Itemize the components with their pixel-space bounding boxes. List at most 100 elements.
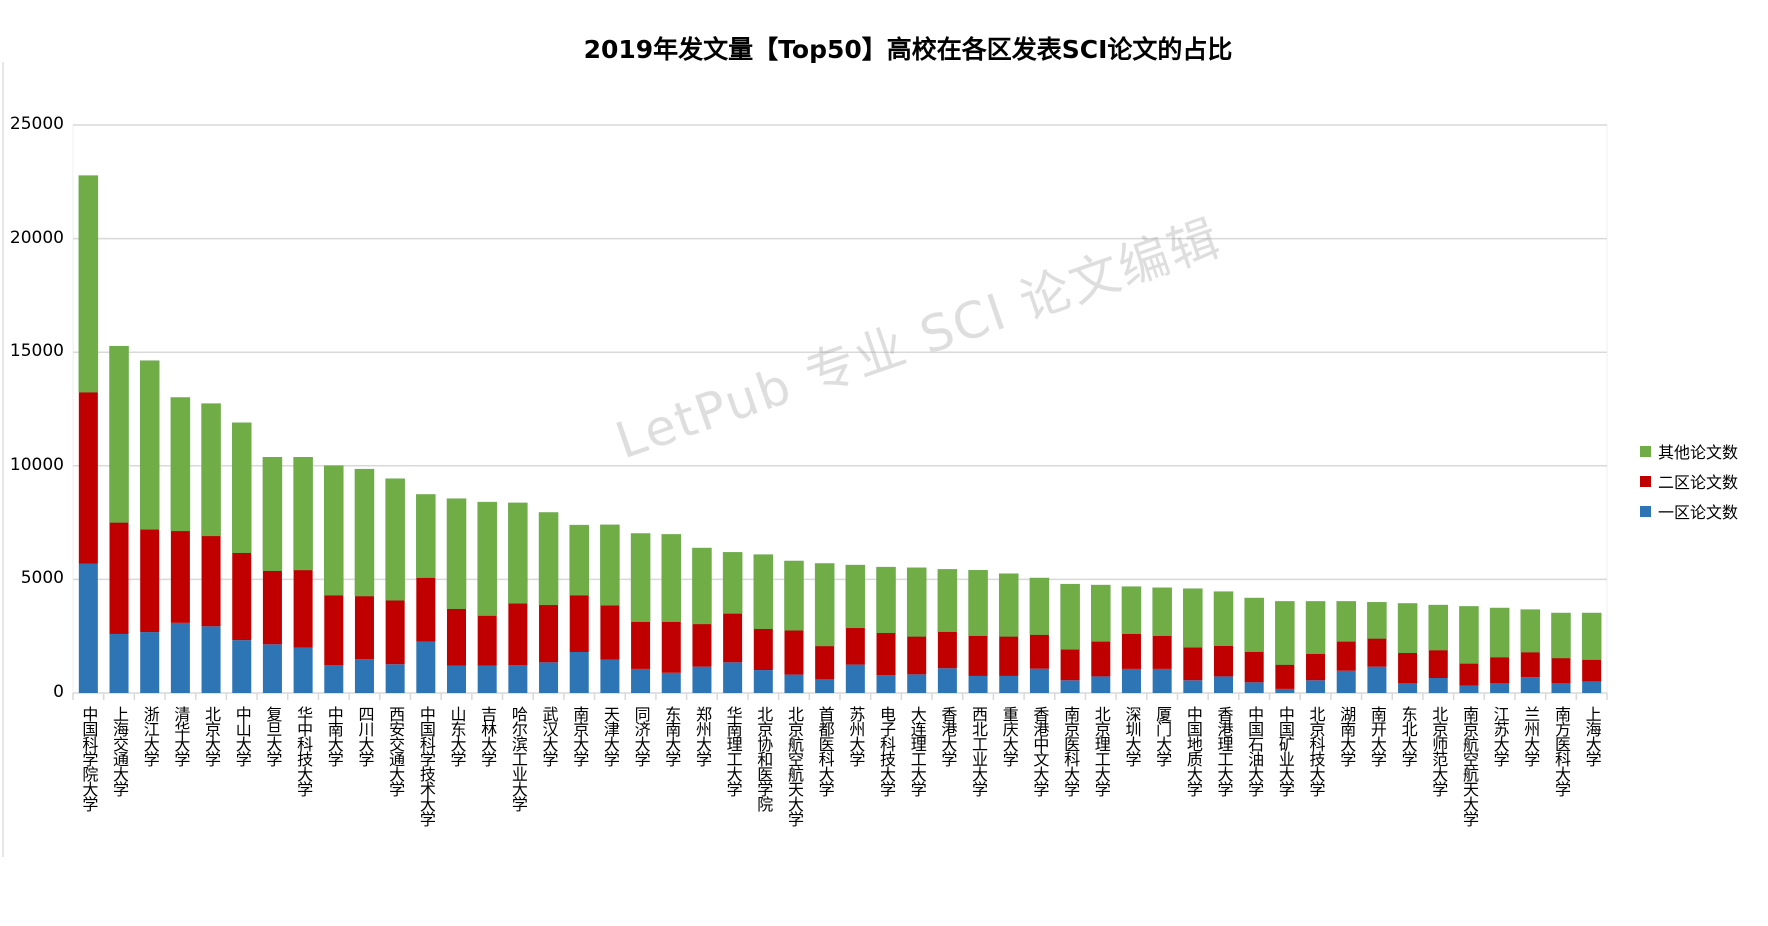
bar-segment-other — [876, 566, 896, 634]
category-label: 电子科技大学 — [877, 706, 897, 796]
bar-segment-q1 — [354, 659, 374, 693]
category-label: 苏州大学 — [846, 706, 866, 766]
bar-segment-q2 — [416, 577, 436, 642]
y-tick-label: 5000 — [20, 568, 64, 589]
bar-segment-q1 — [845, 664, 865, 693]
category-label: 重庆大学 — [999, 706, 1019, 766]
category-label: 湖南大学 — [1337, 706, 1357, 766]
bar-segment-q1 — [446, 665, 467, 693]
bar-segment-q2 — [1060, 649, 1080, 681]
bar-segment-other — [1367, 602, 1387, 639]
bar-segment-q1 — [1152, 668, 1172, 693]
bar-segment-q1 — [999, 675, 1019, 693]
bar-segment-other — [1029, 577, 1050, 635]
bar-segment-other — [1183, 588, 1203, 648]
bar-segment-other — [1336, 601, 1356, 642]
category-label: 山东大学 — [447, 706, 467, 766]
category-label: 吉林大学 — [478, 706, 498, 766]
bar-segment-q2 — [385, 600, 405, 665]
bar-segment-q1 — [109, 633, 129, 693]
bar-segment-q2 — [1152, 635, 1172, 669]
bar-segment-q1 — [1428, 678, 1448, 693]
bar-segment-q2 — [201, 535, 221, 627]
category-label: 深圳大学 — [1122, 706, 1142, 766]
bar-segment-q1 — [1459, 685, 1479, 693]
bar-segment-q2 — [1275, 664, 1295, 689]
bar-segment-other — [201, 403, 221, 537]
bar-segment-other — [78, 175, 99, 393]
bar-segment-q1 — [1244, 682, 1264, 693]
bar-segment-other — [1397, 603, 1418, 654]
bar-segment-q2 — [354, 596, 374, 660]
category-label: 北京科技大学 — [1306, 706, 1326, 796]
category-label: 中山大学 — [232, 706, 252, 766]
y-tick-label: 25000 — [9, 114, 64, 134]
bar-segment-other — [477, 501, 497, 616]
bar-segment-q2 — [170, 530, 190, 623]
legend-label: 二区论文数 — [1658, 473, 1739, 492]
legend-item-q1: 一区论文数 — [1640, 496, 1738, 526]
bar-segment-q1 — [1183, 680, 1203, 693]
bar-segment-q2 — [907, 636, 927, 675]
bar-segment-other — [1459, 606, 1479, 664]
category-label: 北京理工大学 — [1091, 706, 1111, 796]
bar-segment-q1 — [140, 632, 160, 693]
bar-segment-q2 — [109, 522, 129, 634]
bar-segment-q1 — [1275, 688, 1295, 693]
category-label: 哈尔滨工业大学 — [508, 706, 528, 811]
bar-segment-other — [1060, 583, 1080, 650]
bar-segment-q1 — [78, 563, 98, 693]
category-label: 南京大学 — [570, 706, 590, 766]
bar-segment-q2 — [446, 608, 467, 666]
bar-segment-q1 — [723, 662, 743, 693]
category-label: 清华大学 — [171, 706, 191, 766]
bar-segment-q1 — [784, 674, 804, 693]
bar-segment-q2 — [692, 623, 712, 667]
legend-swatch-q1 — [1640, 505, 1651, 517]
bar-segment-q1 — [324, 665, 344, 693]
bar-segment-q1 — [1551, 683, 1571, 693]
bar-segment-other — [753, 554, 774, 629]
y-tick-label: 15000 — [9, 341, 64, 362]
bar-segment-q1 — [661, 672, 681, 693]
category-label: 南京医科大学 — [1061, 706, 1081, 796]
category-label: 香港大学 — [938, 706, 958, 766]
bar-segment-q2 — [600, 605, 620, 660]
bar-segment-other — [416, 494, 436, 578]
bar-segment-q1 — [907, 674, 927, 693]
category-label: 北京协和医学院 — [754, 706, 774, 811]
category-label: 同济大学 — [631, 706, 651, 766]
category-label: 浙江大学 — [140, 706, 160, 766]
bar-segment-q1 — [937, 668, 957, 693]
category-label: 复旦大学 — [263, 706, 283, 766]
category-label: 中国科学技术大学 — [416, 706, 436, 826]
bar-segment-other — [845, 564, 866, 629]
bar-segment-q1 — [170, 622, 190, 693]
bar-segment-q2 — [1398, 652, 1418, 684]
bar-segment-other — [814, 563, 835, 647]
bar-segment-q2 — [1459, 663, 1479, 686]
bar-segment-other — [324, 465, 344, 596]
bar-segment-q1 — [416, 641, 436, 693]
category-label: 四川大学 — [355, 706, 375, 766]
bar-segment-other — [661, 534, 682, 622]
category-label: 兰州大学 — [1521, 706, 1541, 766]
bar-segment-q2 — [569, 595, 589, 652]
bar-segment-q2 — [140, 529, 160, 633]
bar-segment-other — [1428, 604, 1449, 651]
bar-segment-q1 — [815, 679, 835, 693]
category-label: 香港中文大学 — [1030, 706, 1050, 796]
bar-segment-q1 — [876, 675, 896, 693]
category-label: 上海交通大学 — [110, 706, 130, 796]
bar-segment-q1 — [753, 670, 773, 693]
bar-segment-q2 — [539, 604, 559, 663]
category-label: 厦门大学 — [1153, 706, 1173, 766]
bar-segment-q1 — [1367, 666, 1387, 693]
bar-segment-other — [968, 570, 988, 636]
category-label: 西北工业大学 — [969, 706, 989, 796]
bar-segment-q1 — [1336, 670, 1356, 693]
bar-segment-q1 — [232, 640, 252, 693]
bar-segment-other — [600, 524, 620, 606]
bar-segment-other — [139, 360, 160, 530]
bar-segment-q1 — [600, 659, 620, 693]
